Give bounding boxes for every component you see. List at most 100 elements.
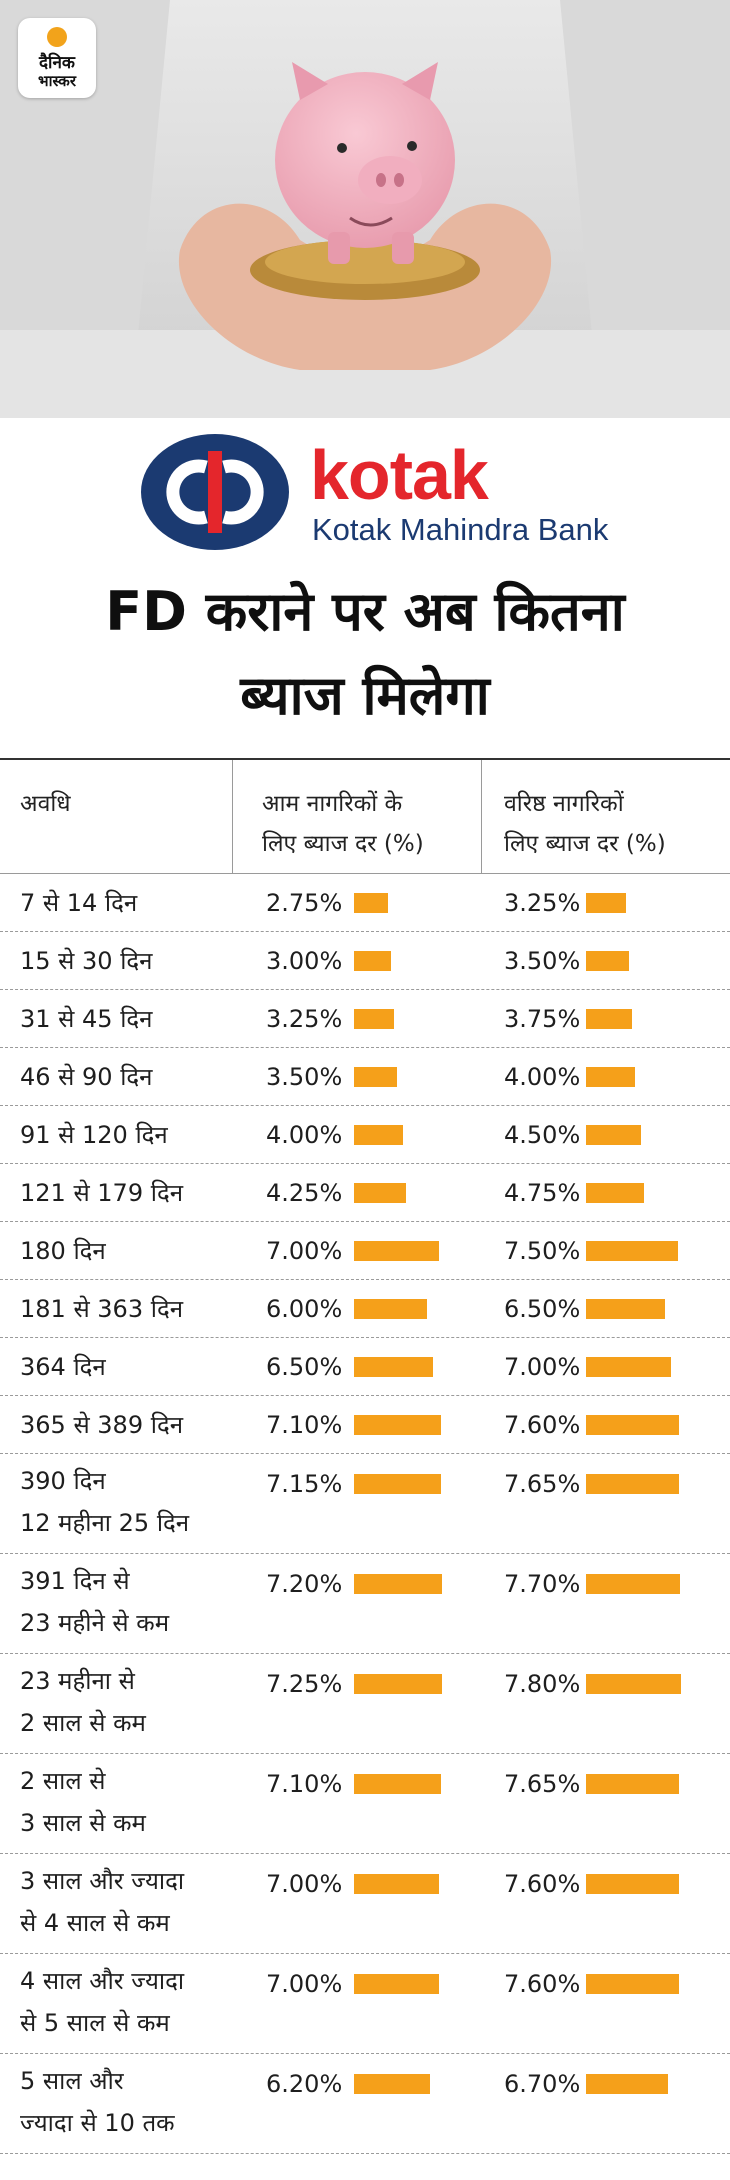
period-cell: 121 से 179 दिन: [20, 1179, 184, 1207]
table-row: 91 से 120 दिन 4.00% 4.50%: [0, 1106, 730, 1164]
bank-full-name: Kotak Mahindra Bank: [312, 512, 609, 547]
senior-rate-value: 7.70%: [504, 1570, 581, 1598]
senior-rate-value: 7.80%: [504, 1670, 581, 1698]
table-row: 23 महीना से 2 साल से कम 7.25% 7.80%: [0, 1654, 730, 1754]
table-row: 3 साल और ज्यादा से 4 साल से कम 7.00% 7.60%: [0, 1854, 730, 1954]
period-cell: 3 साल और ज्यादा से 4 साल से कम: [20, 1867, 185, 1937]
bank-wordmark: kotak: [310, 436, 489, 514]
senior-rate-value: 7.50%: [504, 1237, 581, 1265]
senior-rate-bar: [586, 1874, 679, 1894]
general-rate-bar: [354, 1009, 394, 1029]
table-row: 390 दिन 12 महीना 25 दिन 7.15% 7.65%: [0, 1454, 730, 1554]
period-cell: 391 दिन से 23 महीने से कम: [20, 1567, 170, 1637]
senior-rate-value: 7.60%: [504, 1411, 581, 1439]
sun-icon: [47, 27, 67, 47]
senior-rate-bar: [586, 1415, 679, 1435]
period-cell: 23 महीना से 2 साल से कम: [20, 1667, 146, 1737]
senior-rate-bar: [586, 1474, 679, 1494]
table-row: 31 से 45 दिन 3.25% 3.75%: [0, 990, 730, 1048]
senior-rate-bar: [586, 893, 626, 913]
senior-rate-bar: [586, 1183, 644, 1203]
general-rate-bar: [354, 1067, 397, 1087]
general-rate-bar: [354, 1125, 403, 1145]
table-header: अवधि आम नागरिकों के लिए ब्याज दर (%) वरि…: [0, 760, 730, 874]
senior-rate-value: 4.00%: [504, 1063, 581, 1091]
table-row: 7 से 14 दिन 2.75% 3.25%: [0, 874, 730, 932]
table-row: 365 से 389 दिन 7.10% 7.60%: [0, 1396, 730, 1454]
senior-rate-bar: [586, 1774, 679, 1794]
period-cell: 181 से 363 दिन: [20, 1295, 184, 1323]
table-row: 180 दिन 7.00% 7.50%: [0, 1222, 730, 1280]
senior-rate-value: 7.60%: [504, 1970, 581, 1998]
senior-rate-value: 7.00%: [504, 1353, 581, 1381]
general-rate-value: 3.00%: [266, 947, 343, 975]
period-cell: 31 से 45 दिन: [20, 1005, 153, 1033]
senior-rate-bar: [586, 1674, 681, 1694]
senior-rate-value: 6.50%: [504, 1295, 581, 1323]
period-cell: 364 दिन: [20, 1353, 106, 1381]
senior-rate-bar: [586, 1974, 679, 1994]
table-row: 46 से 90 दिन 3.50% 4.00%: [0, 1048, 730, 1106]
column-divider: [232, 760, 233, 874]
period-cell: 365 से 389 दिन: [20, 1411, 184, 1439]
general-rate-bar: [354, 1674, 442, 1694]
period-cell: 46 से 90 दिन: [20, 1063, 153, 1091]
general-rate-value: 3.50%: [266, 1063, 343, 1091]
general-rate-value: 3.25%: [266, 1005, 343, 1033]
general-rate-value: 4.25%: [266, 1179, 343, 1207]
period-cell: 15 से 30 दिन: [20, 947, 153, 975]
table-body: 7 से 14 दिन 2.75% 3.25% 15 से 30 दिन 3.00% 3.…: [0, 874, 730, 2154]
general-rate-bar: [354, 1874, 439, 1894]
page-title: FD कराने पर अब कितना ब्याज मिलेगा: [0, 570, 730, 738]
kotak-logo-icon: [141, 434, 289, 550]
general-rate-bar: [354, 1774, 441, 1794]
period-cell: 7 से 14 दिन: [20, 889, 138, 917]
senior-rate-value: 4.75%: [504, 1179, 581, 1207]
hero-image: दैनिक भास्कर: [0, 0, 730, 418]
senior-rate-value: 4.50%: [504, 1121, 581, 1149]
general-rate-bar: [354, 1474, 441, 1494]
period-cell: 180 दिन: [20, 1237, 106, 1265]
table-row: 364 दिन 6.50% 7.00%: [0, 1338, 730, 1396]
senior-rate-value: 7.60%: [504, 1870, 581, 1898]
general-rate-value: 6.00%: [266, 1295, 343, 1323]
table-row: 5 साल और ज्यादा से 10 तक 6.20% 6.70%: [0, 2054, 730, 2154]
general-rate-value: 7.25%: [266, 1670, 343, 1698]
senior-rate-value: 7.65%: [504, 1770, 581, 1798]
general-rate-value: 7.15%: [266, 1470, 343, 1498]
period-cell: 5 साल और ज्यादा से 10 तक: [20, 2067, 175, 2137]
general-rate-bar: [354, 1974, 439, 1994]
senior-rate-bar: [586, 1009, 632, 1029]
general-rate-value: 6.20%: [266, 2070, 343, 2098]
table-row: 4 साल और ज्यादा से 5 साल से कम 7.00% 7.60%: [0, 1954, 730, 2054]
header-general-rate: आम नागरिकों के लिए ब्याज दर (%): [262, 791, 424, 857]
general-rate-bar: [354, 893, 388, 913]
bank-brand: kotak Kotak Mahindra Bank: [0, 418, 730, 568]
senior-rate-value: 3.25%: [504, 889, 581, 917]
general-rate-value: 7.10%: [266, 1770, 343, 1798]
senior-rate-bar: [586, 2074, 668, 2094]
table-row: 181 से 363 दिन 6.00% 6.50%: [0, 1280, 730, 1338]
general-rate-bar: [354, 1415, 441, 1435]
column-divider: [481, 760, 482, 874]
senior-rate-value: 3.75%: [504, 1005, 581, 1033]
senior-rate-bar: [586, 1125, 641, 1145]
senior-rate-bar: [586, 1067, 635, 1087]
senior-rate-value: 7.65%: [504, 1470, 581, 1498]
title-line-2: ब्याज मिलेगा: [240, 664, 490, 727]
general-rate-value: 7.00%: [266, 1870, 343, 1898]
senior-rate-bar: [586, 1299, 665, 1319]
general-rate-value: 7.00%: [266, 1970, 343, 1998]
senior-rate-bar: [586, 951, 629, 971]
table-row: 15 से 30 दिन 3.00% 3.50%: [0, 932, 730, 990]
table-row: 121 से 179 दिन 4.25% 4.75%: [0, 1164, 730, 1222]
general-rate-bar: [354, 1183, 406, 1203]
general-rate-bar: [354, 1241, 439, 1261]
period-cell: 2 साल से 3 साल से कम: [20, 1767, 146, 1837]
general-rate-bar: [354, 2074, 430, 2094]
general-rate-bar: [354, 1299, 427, 1319]
general-rate-value: 7.20%: [266, 1570, 343, 1598]
general-rate-bar: [354, 1357, 433, 1377]
general-rate-value: 2.75%: [266, 889, 343, 917]
logo-text-line2: भास्कर: [38, 72, 76, 90]
